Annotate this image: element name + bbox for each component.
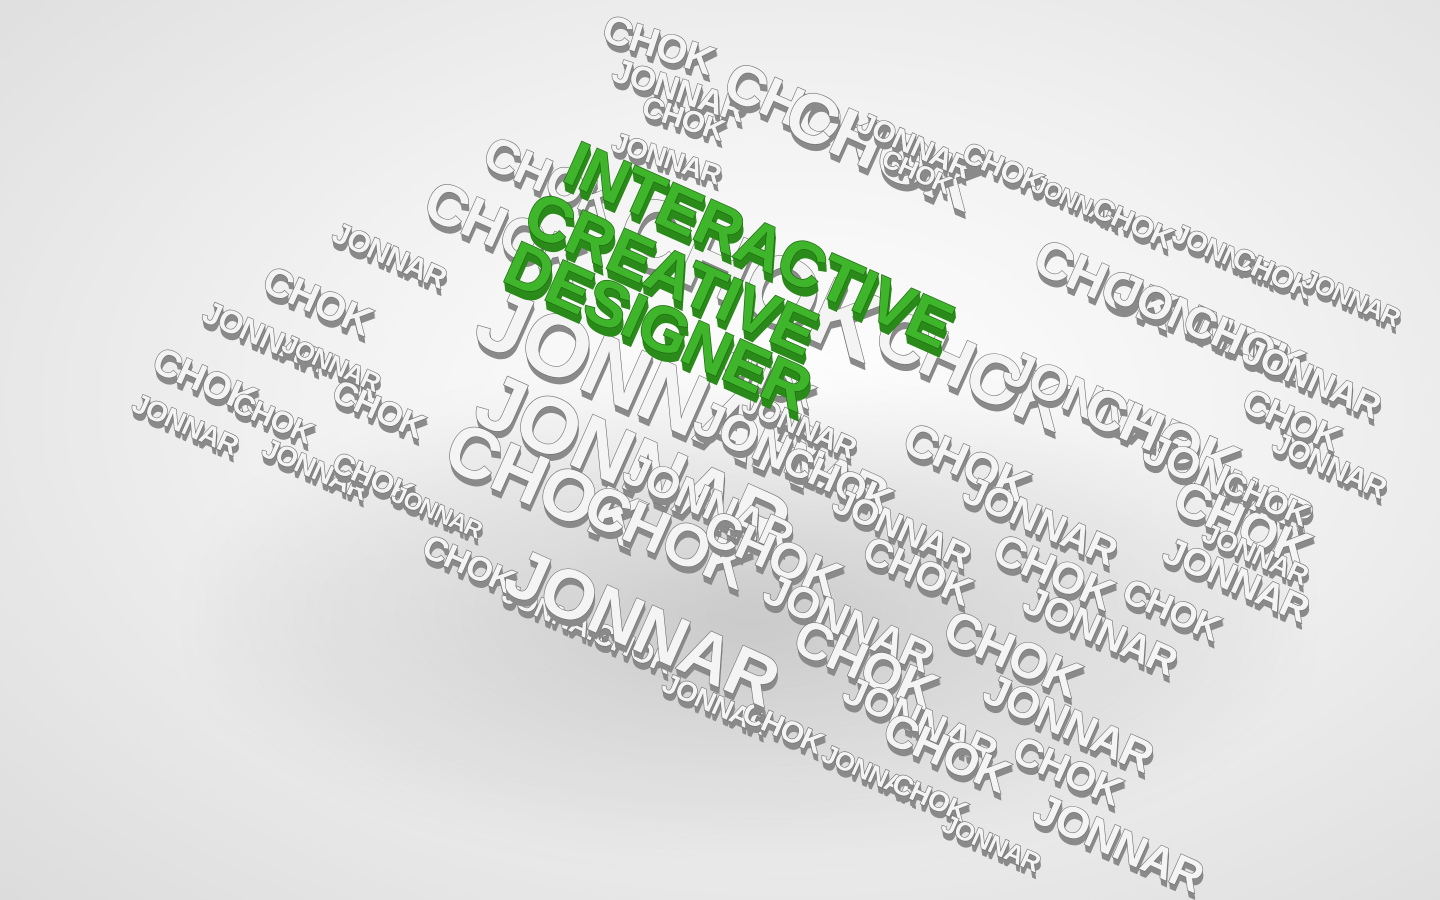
name-word-block: JONNARJONNARJONNARJONNARJONNARJONNARJONN… — [1297, 262, 1407, 340]
name-words-layer: CHOKCHOKCHOKCHOKCHOKCHOKCHOKJONNARJONNAR… — [127, 6, 1407, 900]
name-word-block: JONNARJONNARJONNARJONNARJONNARJONNARJONN… — [462, 266, 838, 513]
ground-shadow — [200, 380, 1300, 850]
